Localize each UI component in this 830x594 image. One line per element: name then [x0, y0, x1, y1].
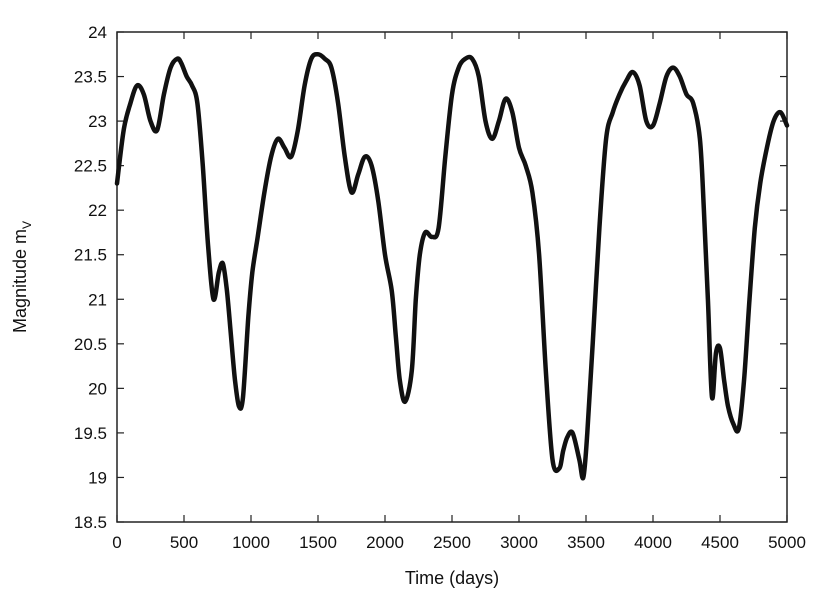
y-tick-label: 21 — [88, 290, 107, 309]
y-tick-label: 20.5 — [74, 335, 107, 354]
x-axis-label: Time (days) — [405, 568, 499, 588]
y-tick-label: 21.5 — [74, 246, 107, 265]
x-tick-label: 4000 — [634, 533, 672, 552]
y-tick-label: 18.5 — [74, 513, 107, 532]
y-tick-labels: 18.5 19 19.5 20 20.5 21 21.5 22 22.5 23 23.5 24 — [74, 23, 107, 532]
y-tick-label: 23 — [88, 112, 107, 131]
x-tick-label: 3500 — [567, 533, 605, 552]
x-tick-labels: 0 500 1000 1500 2000 2500 3000 3500 4000 4500 5000 — [112, 533, 806, 552]
y-axis-label: Magnitude mV — [10, 221, 34, 333]
light-curve-line — [114, 52, 790, 481]
y-tick-label: 19.5 — [74, 424, 107, 443]
x-tick-label: 3000 — [500, 533, 538, 552]
y-tick-label: 24 — [88, 23, 107, 42]
x-tick-label: 2000 — [366, 533, 404, 552]
x-tick-label: 2500 — [433, 533, 471, 552]
x-tick-label: 5000 — [768, 533, 806, 552]
axis-ticks — [116, 31, 788, 523]
y-axis-label-subscript: V — [20, 221, 34, 229]
x-tick-label: 500 — [170, 533, 198, 552]
x-tick-label: 1500 — [299, 533, 337, 552]
x-tick-label: 1000 — [232, 533, 270, 552]
x-tick-label: 4500 — [701, 533, 739, 552]
y-axis-label-main: Magnitude m — [10, 229, 30, 333]
x-tick-label: 0 — [112, 533, 121, 552]
y-tick-label: 22.5 — [74, 157, 107, 176]
y-tick-label: 22 — [88, 201, 107, 220]
y-tick-label: 20 — [88, 379, 107, 398]
y-tick-label: 23.5 — [74, 68, 107, 87]
y-tick-label: 19 — [88, 468, 107, 487]
